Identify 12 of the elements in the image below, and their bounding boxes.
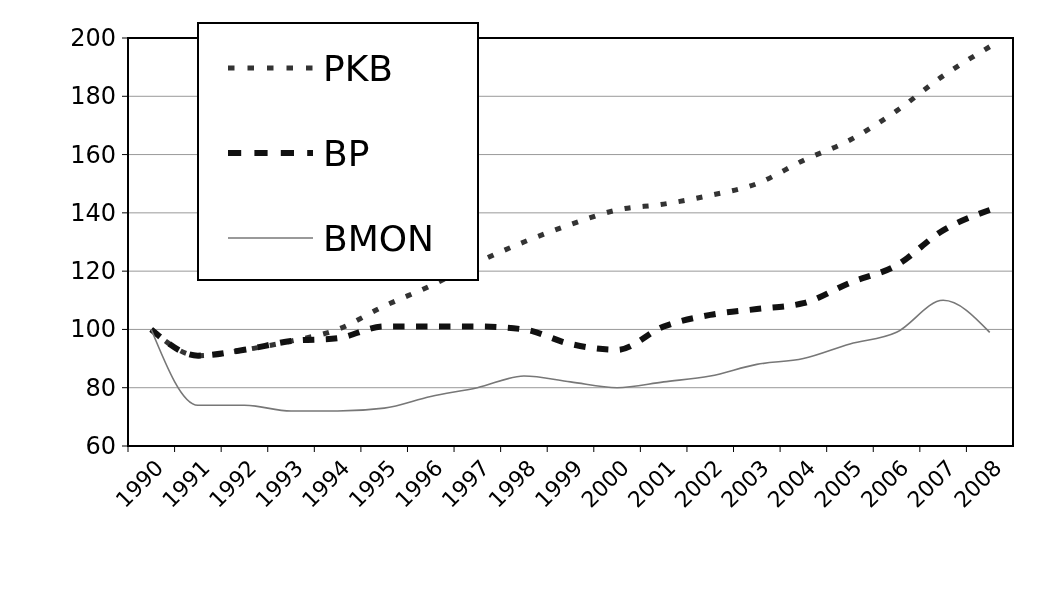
y-tick-label: 180 [70,82,116,111]
y-tick-label: 80 [85,373,116,402]
legend-label: BP [323,132,370,174]
legend-label: BMON [323,217,435,259]
y-tick-label: 140 [70,198,116,227]
y-tick-label: 100 [70,315,116,344]
y-tick-label: 120 [70,257,116,286]
legend-label: PKB [323,47,394,89]
y-tick-label: 160 [70,140,116,169]
y-tick-label: 200 [70,24,116,52]
line-series [150,299,991,412]
y-tick-label: 60 [85,432,116,460]
